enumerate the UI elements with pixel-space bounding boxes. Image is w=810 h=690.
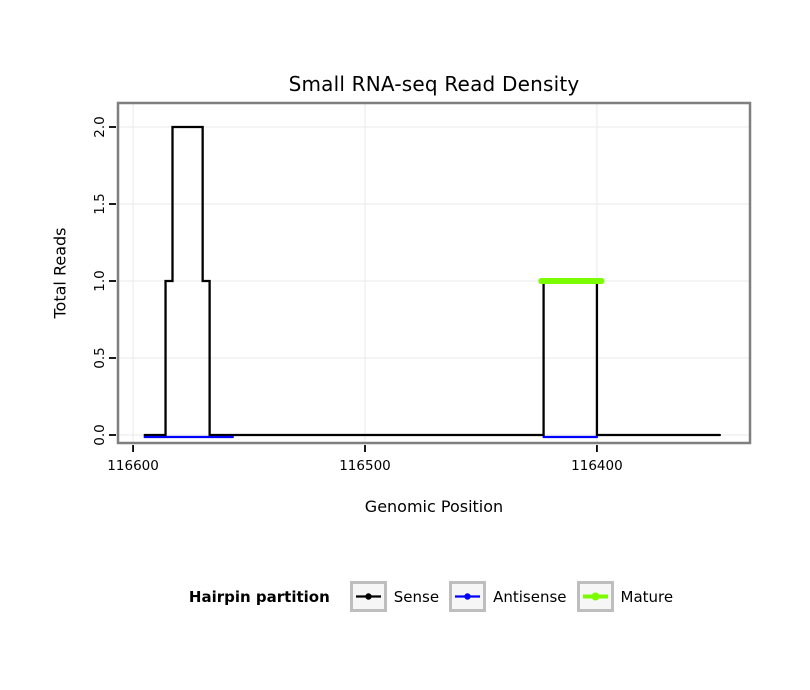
legend-key-mature	[576, 581, 614, 612]
legend-item-antisense: Antisense	[449, 581, 567, 612]
legend-label-sense: Sense	[393, 587, 440, 606]
svg-text:1.0: 1.0	[92, 270, 108, 291]
y-axis-label: Total Reads	[50, 227, 70, 319]
svg-text:2.0: 2.0	[92, 116, 108, 137]
legend-key-antisense	[449, 581, 487, 612]
plot-area: 116600 116500 116400 0.0 0.5 1.0 1.5 2.0	[92, 101, 752, 474]
legend-item-mature: Mature	[576, 581, 674, 612]
chart-title: Small RNA-seq Read Density	[288, 72, 580, 96]
svg-text:0.5: 0.5	[92, 347, 108, 368]
legend-title: Hairpin partition	[188, 587, 330, 606]
legend-item-sense: Sense	[349, 581, 440, 612]
svg-text:1.5: 1.5	[92, 193, 108, 214]
line-point-glyph-mature	[582, 592, 608, 601]
line-point-glyph-sense	[355, 593, 381, 600]
svg-text:0.0: 0.0	[92, 424, 108, 445]
legend-label-mature: Mature	[620, 587, 674, 606]
svg-text:116400: 116400	[571, 458, 623, 474]
line-point-glyph-antisense	[455, 593, 481, 600]
svg-text:116600: 116600	[107, 458, 159, 474]
legend-key-sense	[349, 581, 387, 612]
legend-label-antisense: Antisense	[493, 587, 567, 606]
legend: Hairpin partition Sense Antisense	[0, 581, 810, 612]
svg-text:116500: 116500	[339, 458, 391, 474]
x-axis-label: Genomic Position	[364, 497, 504, 516]
